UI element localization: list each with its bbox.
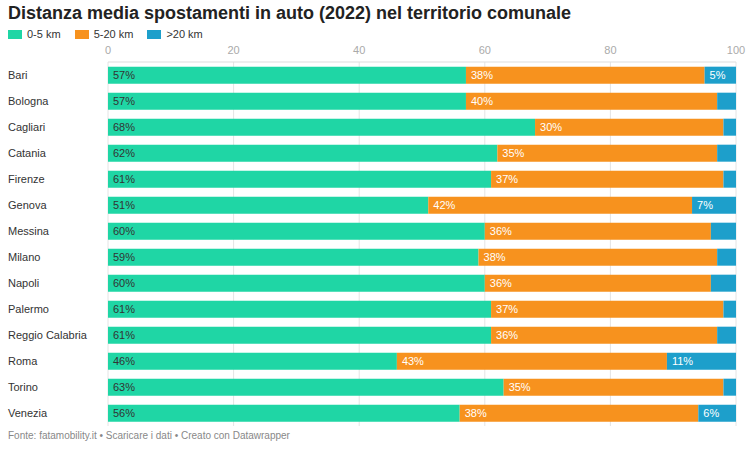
svg-text:Milano: Milano	[8, 251, 40, 263]
html-text:>20 km: >20 km	[166, 28, 203, 40]
svg-text:0: 0	[105, 44, 111, 56]
svg-text:Bologna: Bologna	[8, 95, 49, 107]
svg-text:37%: 37%	[496, 173, 518, 185]
svg-text:Venezia: Venezia	[8, 407, 48, 419]
svg-text:60%: 60%	[113, 225, 135, 237]
html-text:Distanza media spostamenti in: Distanza media spostamenti in auto (2022…	[8, 3, 572, 23]
svg-text:100: 100	[727, 44, 745, 56]
svg-text:37%: 37%	[496, 303, 518, 315]
svg-text:Bari: Bari	[8, 69, 28, 81]
svg-text:46%: 46%	[113, 355, 135, 367]
svg-text:57%: 57%	[113, 69, 135, 81]
svg-text:61%: 61%	[113, 173, 135, 185]
svg-text:38%: 38%	[465, 407, 487, 419]
svg-text:60: 60	[479, 44, 491, 56]
svg-text:42%: 42%	[433, 199, 455, 211]
svg-text:61%: 61%	[113, 329, 135, 341]
svg-text:Catania: Catania	[8, 147, 47, 159]
svg-text:43%: 43%	[402, 355, 424, 367]
svg-text:35%: 35%	[502, 147, 524, 159]
svg-text:59%: 59%	[113, 251, 135, 263]
svg-text:40: 40	[353, 44, 365, 56]
svg-text:Napoli: Napoli	[8, 277, 39, 289]
svg-text:Torino: Torino	[8, 381, 38, 393]
svg-text:36%: 36%	[490, 277, 512, 289]
svg-text:62%: 62%	[113, 147, 135, 159]
svg-text:60%: 60%	[113, 277, 135, 289]
svg-text:Roma: Roma	[8, 355, 38, 367]
svg-text:Messina: Messina	[8, 225, 50, 237]
svg-text:38%: 38%	[471, 69, 493, 81]
svg-text:30%: 30%	[540, 121, 562, 133]
svg-text:36%: 36%	[490, 225, 512, 237]
svg-text:Cagliari: Cagliari	[8, 121, 45, 133]
svg-text:20: 20	[227, 44, 239, 56]
svg-text:61%: 61%	[113, 303, 135, 315]
svg-text:35%: 35%	[509, 381, 531, 393]
svg-text:51%: 51%	[113, 199, 135, 211]
svg-text:Reggio Calabria: Reggio Calabria	[8, 329, 88, 341]
svg-text:38%: 38%	[484, 251, 506, 263]
svg-text:Firenze: Firenze	[8, 173, 45, 185]
html-text:0-5 km: 0-5 km	[27, 28, 61, 40]
svg-text:57%: 57%	[113, 95, 135, 107]
svg-text:7%: 7%	[697, 199, 713, 211]
svg-text:6%: 6%	[703, 407, 719, 419]
svg-text:63%: 63%	[113, 381, 135, 393]
svg-text:Genova: Genova	[8, 199, 47, 211]
svg-text:56%: 56%	[113, 407, 135, 419]
svg-text:68%: 68%	[113, 121, 135, 133]
html-text:Fonte: fatamobility.it • Scari: Fonte: fatamobility.it • Scaricare i dat…	[8, 430, 290, 441]
svg-text:5%: 5%	[710, 69, 726, 81]
html-text:5-20 km: 5-20 km	[93, 28, 134, 40]
svg-text:Palermo: Palermo	[8, 303, 49, 315]
svg-text:36%: 36%	[496, 329, 518, 341]
svg-text:80: 80	[604, 44, 616, 56]
svg-text:11%: 11%	[672, 355, 693, 367]
svg-text:40%: 40%	[471, 95, 493, 107]
